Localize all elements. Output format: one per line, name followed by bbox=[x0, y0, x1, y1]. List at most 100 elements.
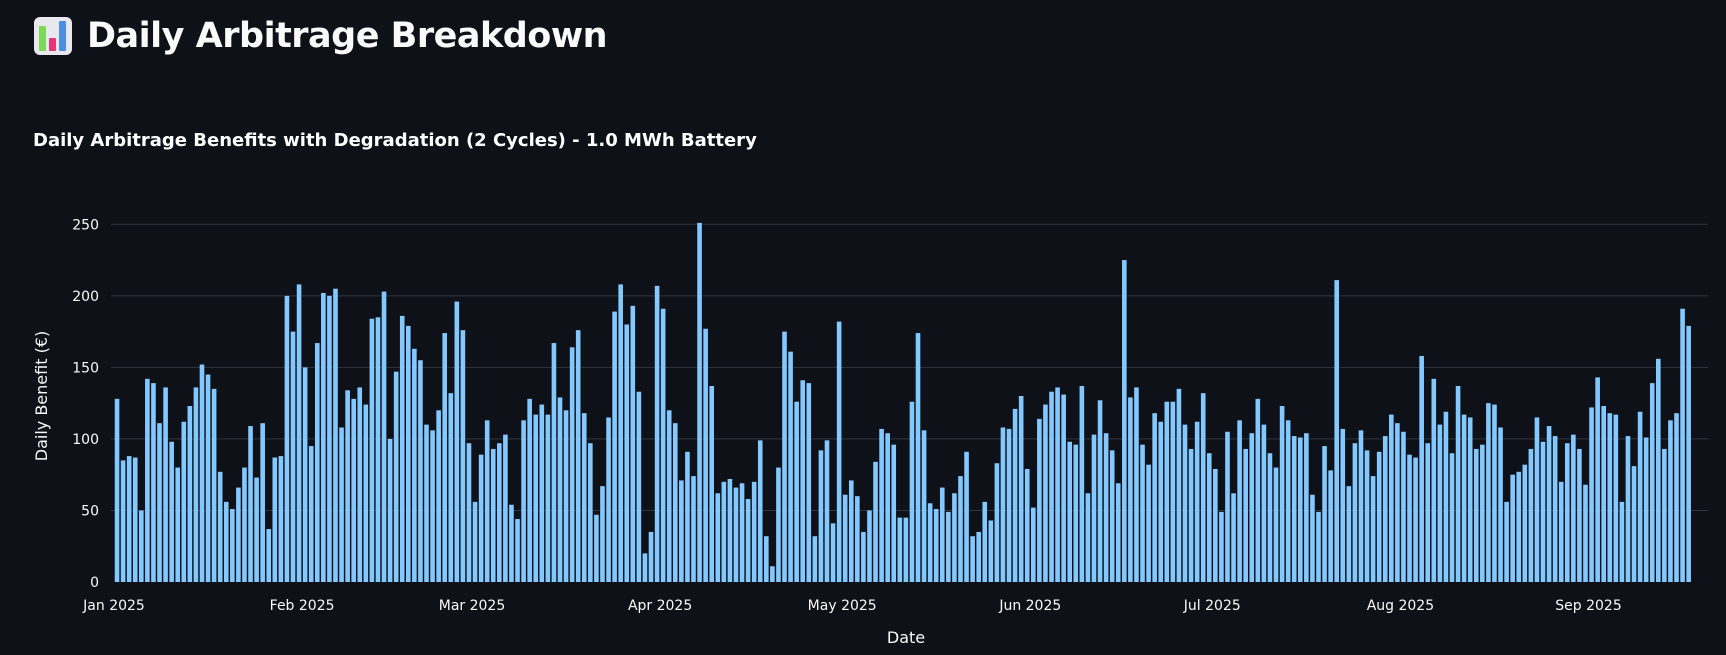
bar bbox=[1558, 481, 1564, 582]
bar bbox=[1340, 428, 1346, 582]
bar bbox=[800, 380, 806, 582]
bar bbox=[1012, 408, 1018, 582]
bar bbox=[1668, 420, 1673, 582]
bar bbox=[399, 315, 405, 582]
bar bbox=[848, 480, 854, 582]
bar bbox=[333, 288, 338, 582]
bar bbox=[157, 423, 162, 582]
bar bbox=[339, 427, 344, 582]
bar bbox=[478, 454, 484, 582]
bar bbox=[624, 324, 630, 582]
bar bbox=[855, 496, 860, 582]
x-tick-label: Feb 2025 bbox=[270, 598, 335, 614]
bar bbox=[345, 390, 350, 582]
bar bbox=[1564, 443, 1570, 582]
bar bbox=[290, 331, 296, 582]
bar bbox=[1158, 421, 1164, 582]
bar bbox=[1122, 260, 1127, 582]
bar bbox=[1018, 396, 1024, 582]
x-tick-label: Mar 2025 bbox=[439, 598, 506, 614]
bar bbox=[145, 378, 150, 582]
bar bbox=[1170, 401, 1176, 582]
bar bbox=[1085, 493, 1091, 582]
bar bbox=[1522, 464, 1528, 582]
bar bbox=[964, 451, 969, 582]
bar bbox=[1055, 387, 1060, 582]
bar bbox=[1583, 484, 1588, 582]
bar bbox=[1437, 424, 1443, 582]
bar bbox=[581, 413, 587, 582]
bar bbox=[509, 504, 514, 582]
bar bbox=[1473, 448, 1479, 582]
bar bbox=[412, 348, 417, 582]
bar bbox=[1467, 417, 1473, 582]
bar bbox=[788, 351, 793, 582]
bar bbox=[909, 401, 915, 582]
bar bbox=[1461, 414, 1467, 582]
bar bbox=[1577, 448, 1582, 582]
bar bbox=[757, 440, 763, 582]
bar bbox=[1382, 436, 1388, 582]
bar bbox=[1237, 420, 1242, 582]
bar bbox=[1213, 468, 1218, 582]
bar bbox=[1243, 448, 1248, 582]
bar bbox=[1613, 414, 1619, 582]
bar bbox=[946, 511, 951, 582]
bar bbox=[460, 330, 466, 582]
bar bbox=[260, 423, 265, 582]
bar bbox=[1413, 457, 1418, 582]
bar bbox=[175, 467, 181, 582]
bar bbox=[794, 401, 799, 582]
bar bbox=[715, 493, 721, 582]
x-tick-label: Apr 2025 bbox=[628, 598, 692, 614]
bar bbox=[1674, 413, 1679, 582]
bar bbox=[1109, 450, 1115, 582]
bar bbox=[490, 448, 496, 582]
bar bbox=[1328, 470, 1333, 582]
bar bbox=[569, 347, 575, 582]
bar bbox=[824, 440, 830, 582]
bar bbox=[588, 443, 593, 582]
bar bbox=[351, 398, 356, 582]
x-tick-label: May 2025 bbox=[808, 598, 877, 614]
bar bbox=[1291, 436, 1297, 582]
bar bbox=[181, 421, 187, 582]
bar bbox=[1352, 443, 1358, 582]
bar bbox=[211, 388, 217, 582]
page-header: Daily Arbitrage Breakdown bbox=[33, 14, 608, 58]
bar bbox=[1419, 355, 1424, 582]
bar bbox=[1140, 444, 1145, 582]
bar bbox=[308, 446, 314, 582]
bar bbox=[1607, 413, 1613, 582]
bar bbox=[199, 364, 205, 582]
bar bbox=[406, 325, 411, 582]
bar bbox=[223, 501, 229, 582]
bar bbox=[1486, 403, 1491, 582]
bar bbox=[120, 460, 126, 582]
bar bbox=[1516, 471, 1522, 582]
bar bbox=[466, 443, 472, 582]
bar bbox=[1091, 434, 1097, 582]
bar bbox=[727, 478, 733, 582]
bar bbox=[448, 393, 454, 582]
y-tick-label: 50 bbox=[81, 503, 99, 519]
bar bbox=[636, 391, 642, 582]
bar bbox=[976, 531, 981, 582]
bar bbox=[879, 428, 884, 582]
bar bbox=[867, 510, 872, 582]
bar bbox=[1449, 453, 1455, 582]
bar bbox=[594, 514, 599, 582]
bar bbox=[1219, 511, 1224, 582]
bar bbox=[387, 438, 393, 582]
bar bbox=[1595, 377, 1600, 582]
bar bbox=[666, 410, 672, 582]
bar bbox=[551, 343, 557, 582]
bar bbox=[630, 305, 636, 582]
bar bbox=[1480, 444, 1485, 582]
bar bbox=[187, 406, 193, 582]
bar bbox=[1188, 448, 1194, 582]
bar bbox=[1164, 401, 1170, 582]
bar bbox=[1686, 325, 1691, 582]
y-tick-label: 200 bbox=[72, 289, 99, 305]
